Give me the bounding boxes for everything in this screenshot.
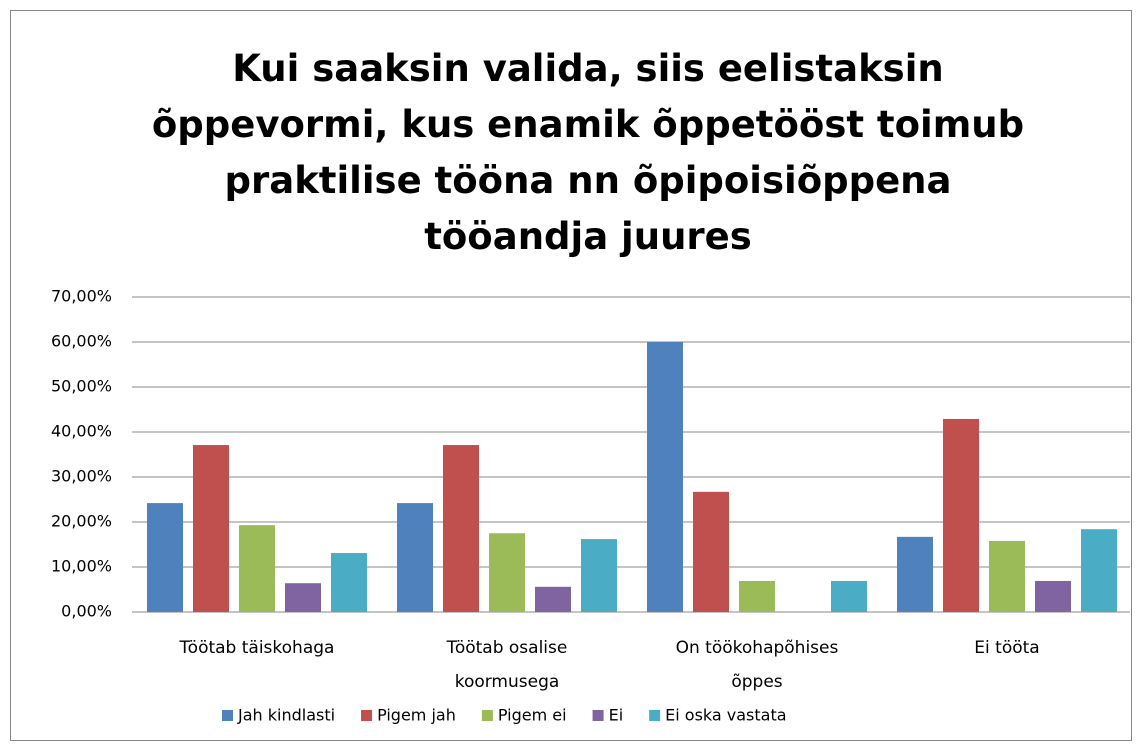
legend-swatch bbox=[481, 710, 493, 721]
x-tick-label: Töötab osalise koormusega bbox=[446, 638, 568, 692]
bar bbox=[239, 525, 275, 612]
bar bbox=[535, 586, 571, 612]
legend-swatch bbox=[222, 710, 233, 721]
bar bbox=[147, 503, 183, 612]
bar bbox=[897, 536, 933, 612]
bar bbox=[647, 342, 683, 612]
y-tick-label: 0,00% bbox=[61, 602, 112, 621]
legend-swatch bbox=[649, 710, 661, 721]
bar bbox=[443, 445, 479, 612]
legend-swatch bbox=[361, 710, 373, 721]
bar bbox=[193, 445, 229, 612]
bar bbox=[989, 540, 1025, 612]
y-tick-label: 50,00% bbox=[51, 377, 112, 396]
legend-swatch bbox=[592, 710, 604, 721]
chart-frame bbox=[10, 10, 1132, 741]
y-tick-label: 60,00% bbox=[51, 332, 112, 351]
bar bbox=[739, 580, 775, 612]
chart-title: Kui saaksin valida, siis eelistaksin õppe… bbox=[152, 47, 1024, 258]
bar bbox=[285, 583, 321, 612]
bar bbox=[831, 580, 867, 612]
y-tick-label: 70,00% bbox=[51, 287, 112, 306]
legend-label: Ei oska vastata bbox=[665, 706, 786, 725]
bar bbox=[1081, 529, 1117, 612]
bar bbox=[581, 539, 617, 612]
y-tick-label: 10,00% bbox=[51, 557, 112, 576]
y-tick-label: 20,00% bbox=[51, 512, 112, 531]
bar bbox=[331, 553, 367, 612]
x-tick-label: Ei tööta bbox=[974, 638, 1039, 658]
legend-label: Pigem ei bbox=[498, 706, 567, 725]
y-tick-label: 30,00% bbox=[51, 467, 112, 486]
x-tick-label: Töötab täiskohaga bbox=[179, 638, 335, 658]
y-tick-label: 40,00% bbox=[51, 422, 112, 441]
bar bbox=[943, 418, 979, 612]
bar bbox=[397, 503, 433, 612]
legend-label: Jah kindlasti bbox=[237, 706, 335, 725]
x-tick-label: On töökohapõhises õppes bbox=[676, 638, 839, 692]
bar bbox=[693, 491, 729, 612]
bar bbox=[1035, 580, 1071, 612]
bar bbox=[489, 533, 525, 612]
legend-label: Pigem jah bbox=[377, 706, 456, 725]
legend-label: Ei bbox=[609, 706, 624, 725]
